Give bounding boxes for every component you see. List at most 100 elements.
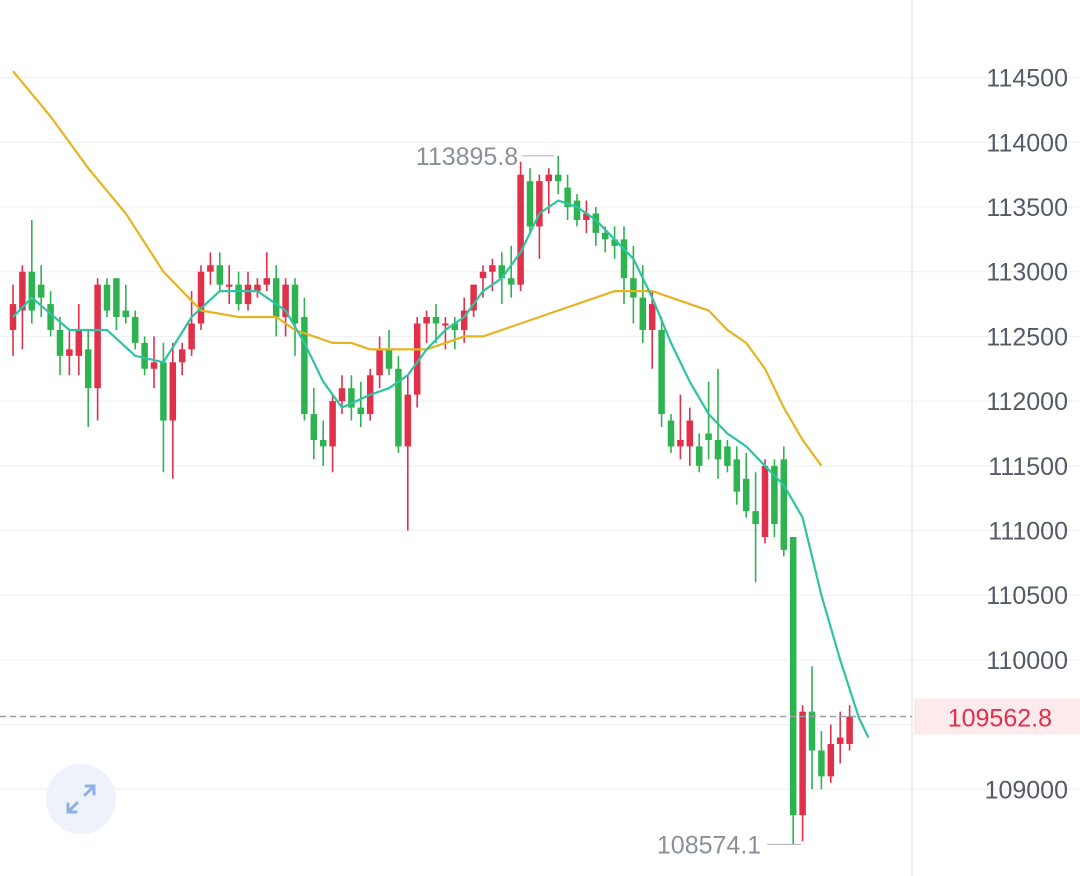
candle-body [188, 323, 195, 350]
candle-body [197, 271, 205, 324]
candle-body [348, 388, 355, 408]
candle-body [517, 174, 524, 285]
candle-body [338, 388, 346, 402]
candle-body [489, 265, 496, 272]
ma-fast-line [12, 199, 870, 738]
candle-body [677, 439, 684, 447]
y-tick-label: 112000 [986, 388, 1068, 416]
candle-body [442, 323, 449, 326]
candle-body [423, 317, 430, 324]
candle-body [216, 265, 224, 285]
y-tick-label: 112500 [986, 323, 1068, 351]
candle-body [9, 304, 17, 330]
candle-body [75, 329, 83, 356]
candle-body [733, 459, 741, 492]
y-tick-label: 113500 [986, 194, 1068, 222]
candle-body [244, 284, 252, 305]
candle-body [160, 362, 167, 421]
candle-body [667, 420, 675, 447]
candle-body [507, 278, 515, 285]
candle-body [404, 394, 412, 447]
candle-body [536, 181, 543, 227]
candles [9, 155, 853, 845]
candle-body [113, 278, 120, 318]
candle-body [310, 414, 318, 440]
candle-body [291, 284, 299, 324]
candle-body [37, 284, 45, 298]
candle-body [695, 446, 703, 466]
candle-body [686, 420, 694, 447]
candle-body [122, 310, 130, 318]
candle-body [470, 284, 477, 311]
price-axis: 109000 110000 110500 111000 111500 112000 1125… [985, 65, 1068, 805]
candle-body [780, 459, 788, 550]
y-tick-label: 110000 [986, 647, 1068, 675]
candle-body [413, 323, 421, 395]
candle-body [103, 284, 111, 311]
candle-body [554, 174, 562, 182]
candle-body [724, 446, 731, 466]
candle-body [799, 711, 806, 816]
candle-body [141, 342, 148, 369]
candle-body [376, 349, 383, 376]
candle-body [28, 271, 36, 311]
candle-body [761, 465, 769, 537]
y-tick-label: 111000 [988, 518, 1068, 546]
expand-button[interactable] [46, 764, 116, 834]
candle-body [47, 304, 54, 330]
candle-body [329, 401, 336, 447]
candle-body [705, 433, 712, 440]
candle-body [19, 271, 26, 311]
candle-body [836, 737, 844, 745]
candle-body [620, 239, 628, 279]
candle-body [432, 317, 440, 324]
candle-body [592, 213, 600, 233]
last-price-tag [914, 698, 1080, 735]
candle-body [94, 284, 101, 389]
candle-body [150, 362, 158, 369]
candle-body [235, 284, 242, 305]
candle-body [207, 265, 214, 272]
candle-body [648, 304, 656, 330]
y-tick-label: 110500 [986, 582, 1068, 610]
candle-body [254, 284, 261, 292]
candle-body [263, 278, 271, 285]
candle-body [282, 284, 289, 318]
candle-body [789, 536, 797, 816]
y-tick-label: 114000 [986, 129, 1068, 157]
y-tick-label: 114500 [986, 65, 1068, 93]
candle-body [66, 349, 73, 356]
candle-body [395, 368, 402, 447]
candle-body [827, 744, 835, 777]
y-tick-label: 111500 [988, 453, 1068, 481]
candle-body [583, 213, 590, 220]
candle-body [771, 465, 778, 525]
last-price-label: 109562.8 [948, 704, 1052, 732]
candle-body [178, 349, 186, 363]
candle-body [319, 439, 327, 447]
high-price-label: 113895.8 [416, 143, 518, 171]
candle-body [630, 278, 637, 298]
candle-body [272, 278, 280, 318]
candle-body [460, 310, 468, 330]
candle-body [357, 407, 365, 415]
candle-body [56, 329, 64, 356]
candle-body [658, 329, 665, 415]
candle-body [818, 750, 825, 777]
y-tick-label: 113000 [986, 259, 1068, 287]
candle-body [84, 349, 92, 389]
candle-body [301, 317, 308, 415]
candle-body [808, 711, 816, 751]
candle-body [714, 439, 722, 460]
candle-body [611, 239, 618, 246]
candle-body [601, 232, 609, 240]
candle-body [526, 181, 534, 227]
ma-slow-line [12, 70, 823, 467]
candle-body [451, 323, 459, 330]
y-tick-label: 109000 [985, 776, 1068, 804]
low-price-label: 108574.1 [657, 831, 761, 859]
candle-body [131, 317, 139, 343]
candle-body [564, 187, 571, 208]
candle-body [545, 174, 553, 182]
